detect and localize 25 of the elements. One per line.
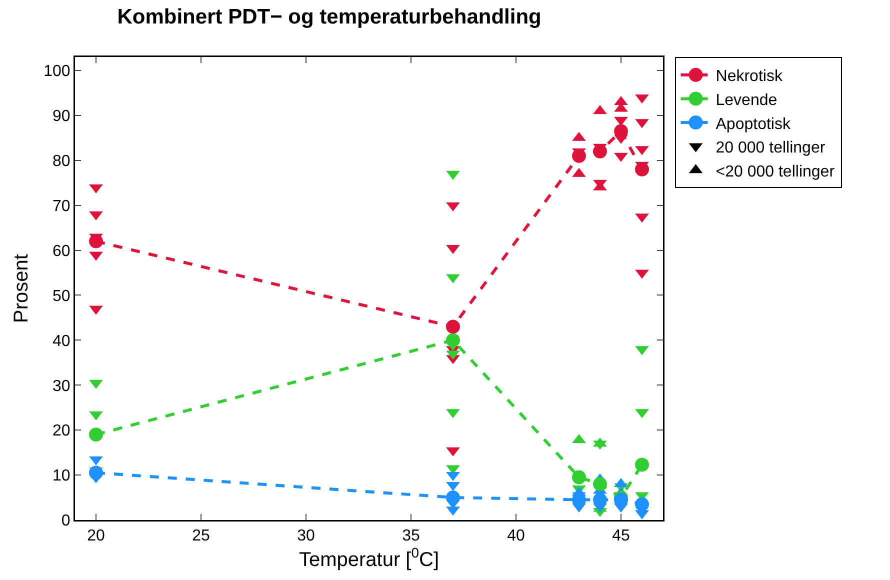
y-tick-label: 80 bbox=[52, 152, 70, 170]
x-tick-label: 30 bbox=[297, 528, 315, 545]
legend-label: Nekrotisk bbox=[716, 68, 784, 86]
legend-label: <20 000 tellinger bbox=[716, 163, 836, 180]
y-tick-label: 60 bbox=[52, 242, 70, 260]
y-tick-label: 40 bbox=[52, 332, 70, 350]
y-tick-label: 20 bbox=[52, 422, 70, 440]
y-tick-label: 10 bbox=[52, 468, 70, 485]
x-axis-title: Temperatur [$^{0}$C] bbox=[298, 544, 440, 572]
x-tick-label: 45 bbox=[612, 528, 630, 545]
y-axis-title: Prosent bbox=[10, 254, 32, 323]
x-tick-label: 25 bbox=[192, 528, 210, 545]
y-tick-label: 100 bbox=[44, 63, 70, 80]
y-tick-label: 50 bbox=[52, 288, 70, 305]
legend-label: Apoptotisk bbox=[716, 116, 792, 133]
x-tick-label: 40 bbox=[507, 528, 525, 545]
x-tick-label: 20 bbox=[87, 528, 105, 545]
legend-label: Levende bbox=[716, 92, 778, 109]
chart-title: Kombinert PDT− og temperaturbehandling bbox=[117, 5, 542, 28]
legend-label: 20 000 tellinger bbox=[716, 140, 826, 157]
y-tick-label: 90 bbox=[52, 108, 70, 126]
y-tick-label: 30 bbox=[52, 378, 70, 395]
y-tick-label: 70 bbox=[52, 198, 70, 215]
y-tick-label: 0 bbox=[61, 512, 70, 530]
x-tick-label: 35 bbox=[402, 528, 420, 545]
